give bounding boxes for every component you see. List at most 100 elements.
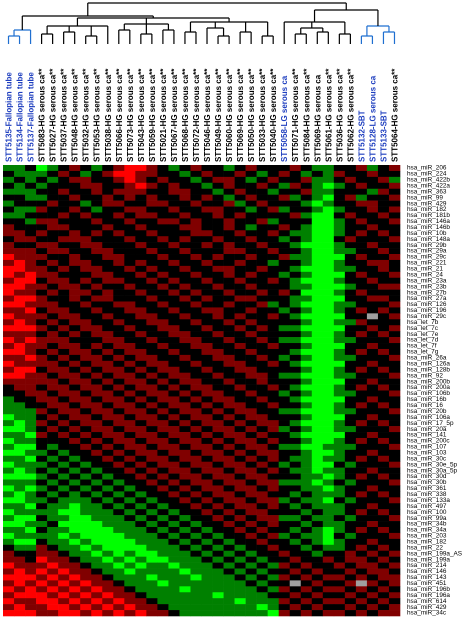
heatmap-cell: [80, 568, 92, 575]
heatmap-cell: [212, 503, 224, 510]
heatmap-cell: [14, 360, 26, 368]
heatmap-cell: [80, 331, 92, 338]
heatmap-cell: [190, 242, 202, 249]
heatmap-cell: [344, 443, 357, 451]
heatmap-cell: [80, 301, 92, 308]
heatmap-cell: [113, 384, 125, 391]
heatmap-cell: [333, 360, 346, 368]
heatmap-cell: [278, 420, 291, 427]
heatmap-cell: [355, 556, 368, 563]
heatmap-cell: [14, 343, 26, 350]
heatmap-cell: [333, 271, 346, 279]
heatmap-cell: [278, 271, 291, 279]
heatmap-cell: [113, 200, 125, 207]
heatmap-cell: [311, 526, 324, 534]
heatmap-cell: [289, 497, 302, 504]
heatmap-cell: [80, 526, 92, 534]
heatmap-cell: [69, 503, 81, 510]
heatmap-cell: [124, 437, 136, 445]
heatmap-cell: [157, 497, 169, 504]
heatmap-cell: [91, 515, 103, 522]
heatmap-cell: [14, 384, 26, 391]
heatmap-cell: [3, 515, 15, 522]
heatmap-cell: [234, 610, 246, 617]
heatmap-cell: [212, 194, 224, 201]
heatmap-cell: [47, 497, 59, 504]
heatmap-cell: [102, 289, 114, 296]
heatmap-cell: [47, 509, 59, 516]
heatmap-cell: [223, 307, 235, 314]
heatmap-cell: [179, 521, 191, 528]
heatmap-cell: [201, 402, 213, 409]
heatmap-cell: [157, 479, 169, 486]
heatmap-cell: [234, 289, 246, 296]
dendrogram-branch: [7, 35, 21, 44]
heatmap-cell: [91, 176, 103, 184]
heatmap-cell: [388, 354, 401, 362]
heatmap-cell: [25, 491, 37, 498]
row-label: hsa_miR_182: [407, 206, 447, 213]
heatmap-cell: [135, 568, 147, 575]
heatmap-cell: [47, 165, 59, 172]
heatmap-cell: [135, 550, 147, 557]
heatmap-cell: [179, 497, 191, 504]
heatmap-cell: [190, 509, 202, 516]
heatmap-cell: [179, 182, 191, 190]
heatmap-cell: [267, 449, 279, 457]
heatmap-cell: [113, 218, 125, 225]
heatmap-cell: [366, 443, 379, 451]
heatmap-cell: [234, 277, 246, 284]
heatmap-cell: [366, 586, 379, 593]
heatmap-cell: [333, 491, 346, 498]
heatmap-cell: [201, 384, 213, 391]
heatmap-cell: [245, 378, 257, 385]
heatmap-cell: [278, 242, 291, 249]
heatmap-cell: [3, 491, 15, 498]
heatmap-cell: [80, 295, 92, 302]
heatmap-cell: [69, 254, 81, 261]
heatmap-cell: [135, 378, 147, 385]
heatmap-cell: [91, 182, 103, 190]
heatmap-cell: [91, 265, 103, 273]
heatmap-cell: [47, 224, 59, 231]
heatmap-cell: [377, 170, 390, 178]
heatmap-cell: [223, 497, 235, 504]
heatmap-cell: [300, 283, 313, 290]
heatmap-cell: [366, 224, 379, 231]
heatmap-cell: [102, 479, 114, 486]
heatmap-cell: [102, 331, 114, 338]
heatmap-cell: [58, 176, 70, 184]
heatmap-cell: [168, 277, 180, 284]
heatmap-cell: [289, 277, 302, 284]
heatmap-cell: [234, 307, 246, 314]
heatmap-cell: [25, 509, 37, 516]
heatmap-cell: [344, 491, 357, 498]
heatmap-cell: [201, 432, 213, 439]
heatmap-cell: [289, 598, 302, 605]
heatmap-cell: [80, 402, 92, 409]
heatmap-cell: [234, 188, 246, 195]
heatmap-cell: [157, 366, 169, 373]
column-label: STT5134-Fallopian tube: [16, 72, 25, 162]
heatmap-cell: [69, 598, 81, 605]
heatmap-cell: [146, 176, 158, 184]
heatmap-cell: [278, 550, 291, 557]
heatmap-cell: [388, 254, 401, 261]
heatmap-cell: [333, 574, 346, 581]
heatmap-cell: [256, 408, 268, 415]
heatmap-cell: [157, 461, 169, 468]
heatmap-cell: [102, 176, 114, 184]
heatmap-cell: [36, 277, 48, 284]
heatmap-cell: [58, 182, 70, 190]
heatmap-cell: [366, 319, 379, 326]
heatmap-cell: [157, 414, 169, 421]
heatmap-cell: [14, 509, 26, 516]
heatmap-cell: [14, 538, 26, 546]
heatmap-cell: [25, 521, 37, 528]
heatmap-cell: [366, 509, 379, 516]
heatmap-cell: [366, 479, 379, 486]
heatmap-cell: [344, 354, 357, 362]
heatmap-cell: [135, 473, 147, 480]
heatmap-cell: [179, 259, 191, 267]
heatmap-cell: [190, 426, 202, 433]
